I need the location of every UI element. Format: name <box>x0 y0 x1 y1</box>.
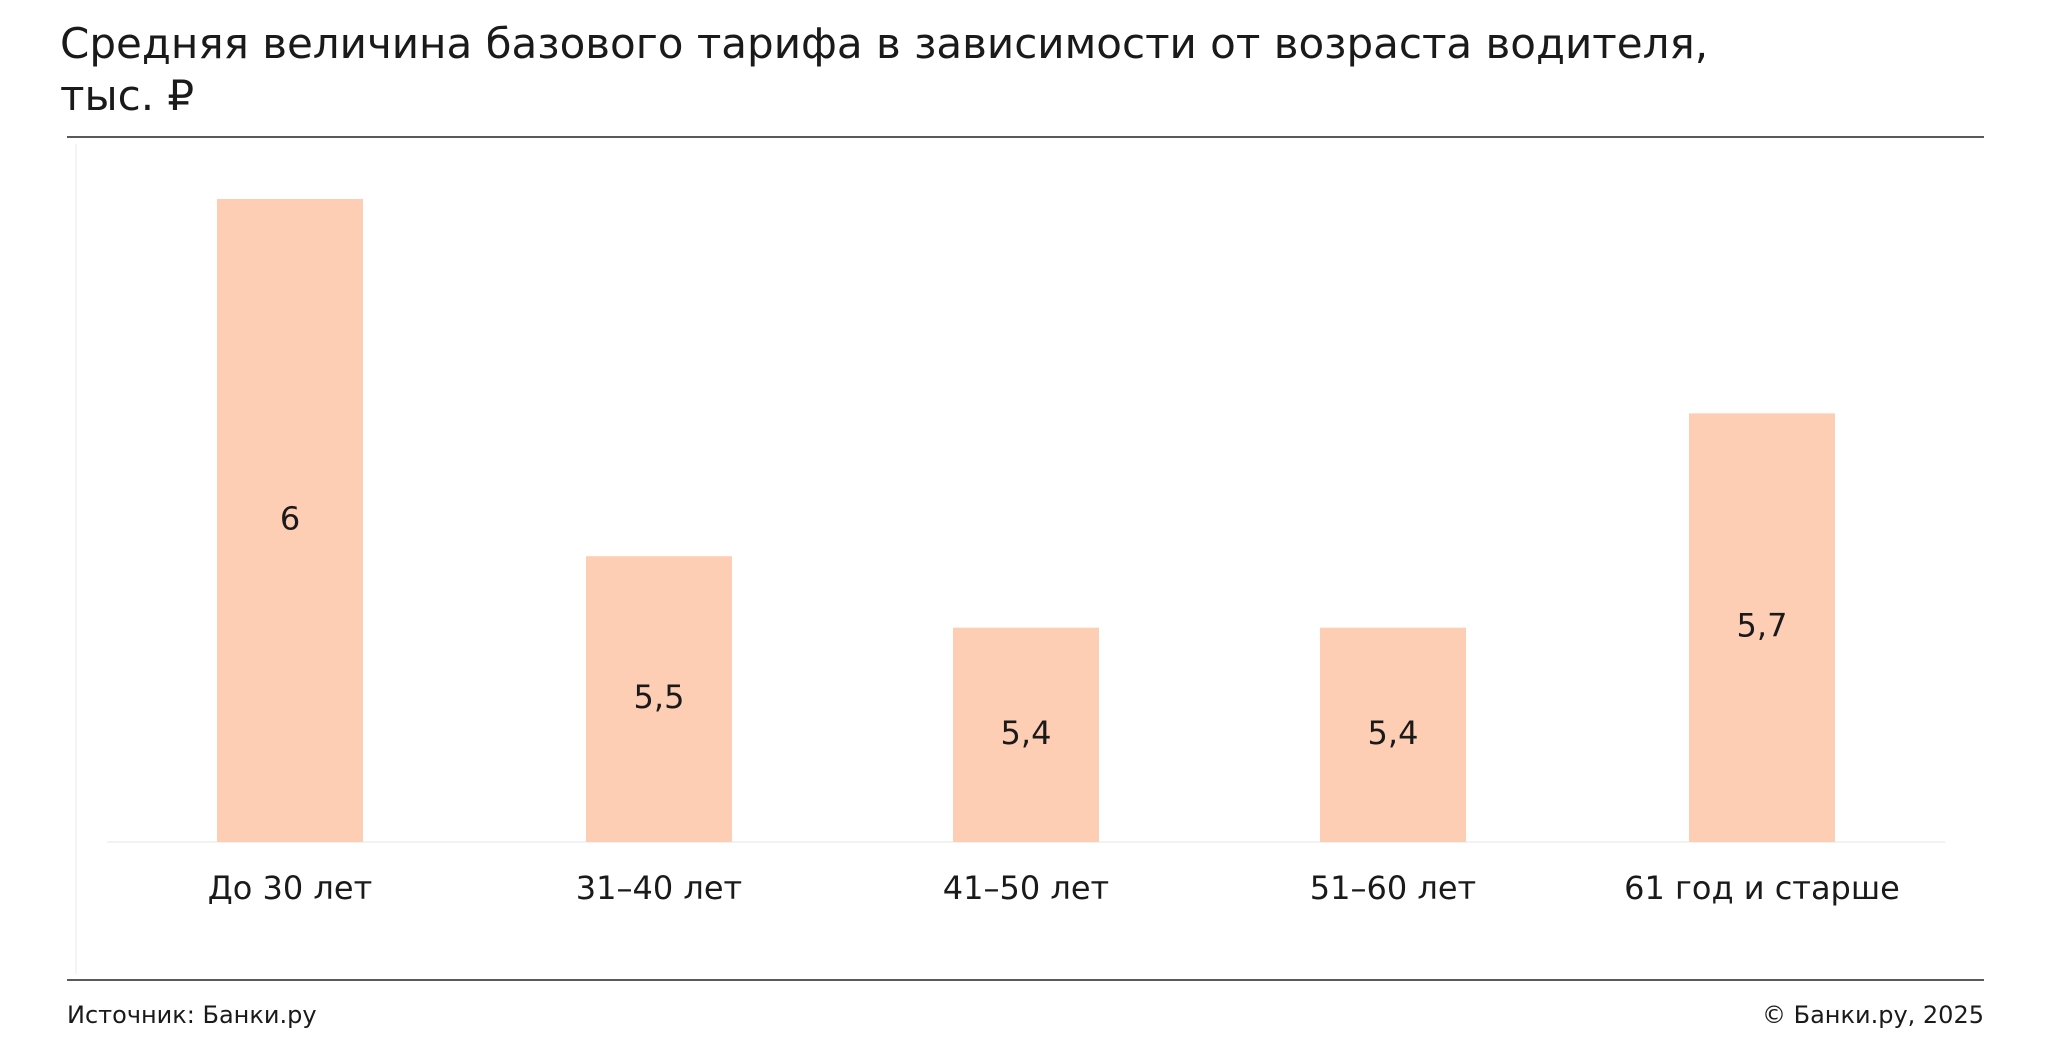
x-tick-label: До 30 лет <box>208 869 372 907</box>
value-label: 5,7 <box>1737 607 1788 645</box>
chart-title: Средняя величина базового тарифа в завис… <box>60 19 1709 120</box>
bar <box>586 556 732 842</box>
x-tick-label: 51–60 лет <box>1310 869 1476 907</box>
x-tick-label: 31–40 лет <box>576 869 742 907</box>
value-label: 5,4 <box>1001 714 1052 752</box>
bar <box>1689 413 1835 842</box>
source: Источник: Банки.ру <box>67 1001 317 1029</box>
bar <box>217 199 363 842</box>
bar <box>953 627 1099 842</box>
value-label: 5,4 <box>1368 714 1419 752</box>
value-label: 6 <box>280 500 300 538</box>
x-tick-label: 41–50 лет <box>943 869 1109 907</box>
x-tick-label: 61 год и старше <box>1624 869 1900 907</box>
title-box: Средняя величина базового тарифа в завис… <box>60 19 1709 120</box>
bar <box>1320 627 1466 842</box>
value-label: 5,5 <box>634 678 685 716</box>
copyright: © Банки.ру, 2025 <box>1762 1001 1984 1029</box>
